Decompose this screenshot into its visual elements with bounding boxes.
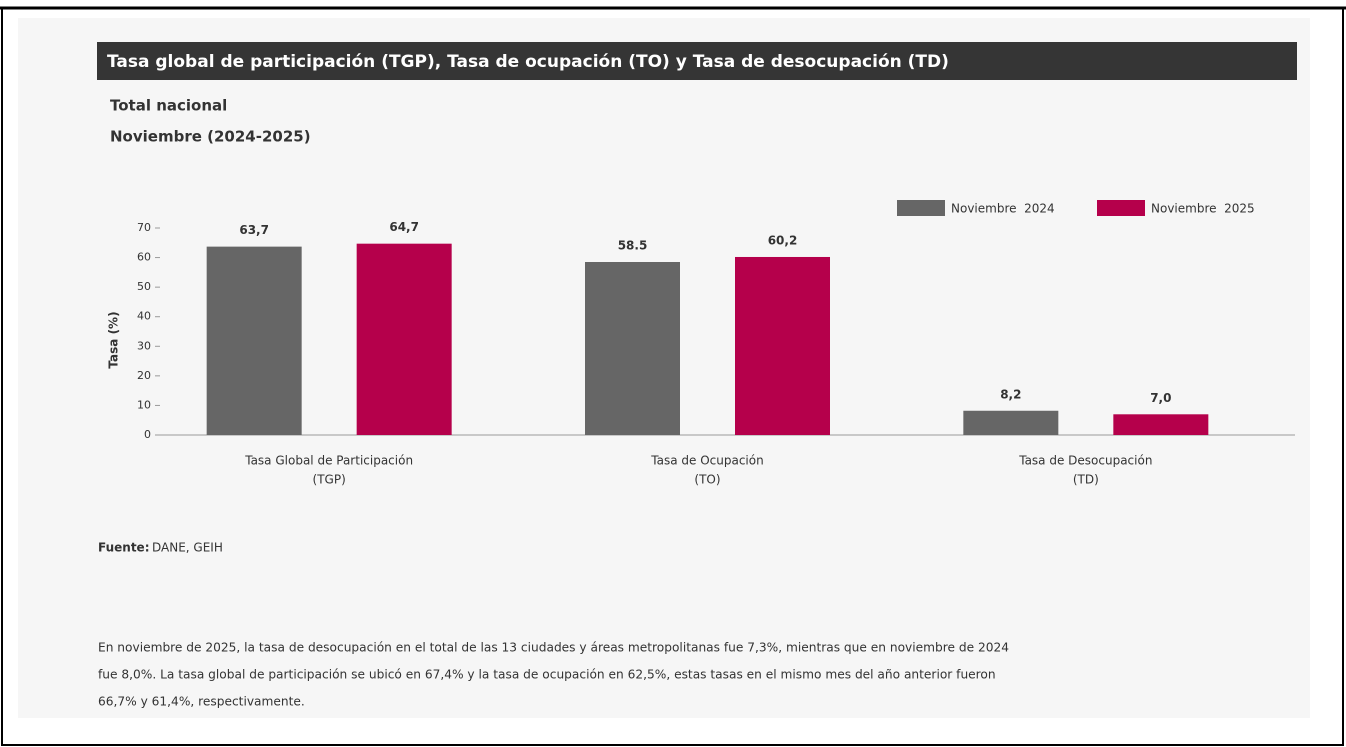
bar [735, 256, 830, 435]
y-tick-label: 60 [137, 251, 151, 264]
value-label: 58.5 [618, 239, 648, 253]
value-label: 60,2 [768, 233, 798, 247]
chart-title: Tasa global de participación (TGP), Tasa… [107, 52, 949, 72]
x-tick-label: Tasa de Ocupación [650, 454, 763, 468]
y-tick-label: 50 [137, 280, 151, 293]
value-label: 7,0 [1150, 391, 1171, 405]
legend-swatch [897, 200, 945, 216]
bar [356, 243, 452, 435]
title-bar [97, 42, 1297, 80]
x-tick-label: Tasa de Desocupación [1018, 454, 1152, 468]
y-axis-label: Tasa (%) [107, 311, 121, 368]
bar [206, 246, 302, 435]
legend-label: Noviembre 2025 [1151, 202, 1255, 216]
legend-label: Noviembre 2024 [951, 202, 1055, 216]
note-line: 66,7% y 61,4%, respectivamente. [98, 695, 305, 709]
bar [1113, 414, 1209, 435]
y-tick-label: 70 [137, 221, 151, 234]
subtitle: Total nacional [110, 97, 227, 115]
bar [963, 410, 1059, 435]
y-tick-label: 30 [137, 339, 151, 352]
x-tick-label: Tasa Global de Participación [244, 454, 413, 468]
note-line: fue 8,0%. La tasa global de participació… [98, 668, 996, 682]
subtitle: Noviembre (2024-2025) [110, 128, 311, 146]
y-tick-label: 10 [137, 398, 151, 411]
legend-swatch [1097, 200, 1145, 216]
value-label: 63,7 [239, 223, 269, 237]
x-tick-label: (TD) [1073, 473, 1099, 487]
bar [585, 262, 680, 435]
y-tick-label: 40 [137, 310, 151, 323]
value-label: 8,2 [1000, 387, 1021, 401]
x-tick-label: (TGP) [313, 473, 346, 487]
source: DANE, GEIH [152, 541, 223, 555]
note-line: En noviembre de 2025, la tasa de desocup… [98, 641, 1009, 655]
source-label: Fuente: [98, 541, 150, 555]
x-tick-label: (TO) [694, 473, 720, 487]
y-tick-label: 20 [137, 369, 151, 382]
y-tick-label: 0 [144, 428, 151, 441]
value-label: 64,7 [389, 220, 419, 234]
